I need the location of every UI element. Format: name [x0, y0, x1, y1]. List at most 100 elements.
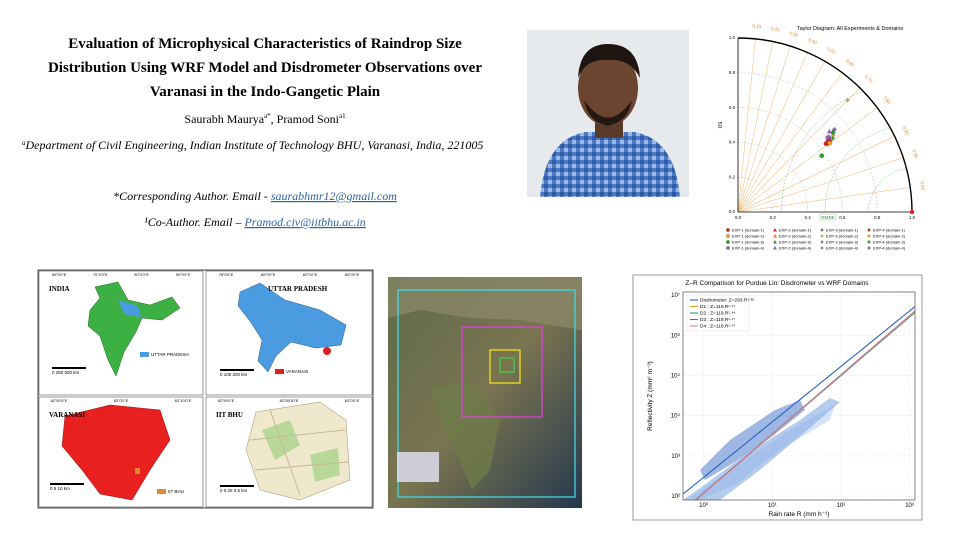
coord-label: 82°0'0"E	[303, 273, 318, 277]
map-label: VARANASI	[49, 411, 85, 419]
legend-label: D2 : Z=119.R¹·⁴⁶	[700, 311, 736, 317]
domain-legend-bg	[397, 452, 439, 482]
domain-box	[489, 349, 521, 384]
taylor-point	[845, 97, 851, 103]
y-tick-label: 10⁴	[671, 413, 681, 420]
author-sup: a*	[264, 112, 271, 120]
legend-swatch	[275, 369, 284, 374]
scale-label: 0 0.25 0.5 km	[220, 488, 248, 493]
domain-box	[461, 326, 543, 418]
legend-label: EXP-3 (domain-2)	[826, 234, 859, 239]
reference-point	[909, 209, 915, 215]
x-tick-label: 10¹	[768, 503, 777, 509]
beard	[584, 100, 632, 126]
legend-label: Disdrometer: Z=293.R¹·³⁸	[700, 298, 754, 304]
std-arc	[737, 72, 878, 213]
corr-tick-label: 0.70	[864, 74, 874, 84]
y-tick-label: 10⁷	[671, 292, 680, 299]
shirt	[540, 132, 680, 197]
email-link[interactable]: Pramod.civ@iitbhu.ac.in	[243, 215, 365, 229]
taylor-diagram: Taylor Diagram: All Experiments & Domain…	[718, 24, 926, 251]
campus-green	[262, 420, 340, 482]
email-link[interactable]: saurabhmr12@gmail.com	[271, 189, 397, 203]
domain-box	[397, 289, 576, 498]
iit-spot	[135, 468, 140, 474]
std-arc	[737, 142, 808, 213]
legend-label: EXP-1 (domain-4)	[732, 246, 765, 251]
rmse-label-bg	[819, 213, 837, 221]
zr-line	[695, 311, 915, 500]
legend-label: EXP-2 (domain-4)	[779, 246, 812, 251]
scatter-cloud	[683, 398, 840, 500]
legend-label: EXP-1 (domain-3)	[732, 240, 765, 245]
scale-bar	[220, 485, 254, 487]
x-tick-label: 0.6	[839, 215, 846, 220]
std-arc	[737, 107, 843, 213]
map-panels: INDIA 60°0'0"E 70°0'0"E 80°0'0"E 90°0'0"E UTT…	[37, 269, 374, 509]
hair	[578, 44, 640, 78]
x-tick-label: 0.8	[874, 215, 881, 220]
peninsula	[430, 380, 500, 490]
scale-bar	[50, 483, 84, 485]
y-tick-label: 0.2	[729, 174, 736, 179]
x-tick-label: 10³	[905, 503, 914, 509]
authors: Saurabh Mauryaa*, Pramod Sonia1	[184, 112, 346, 126]
affiliation: aDepartment of Civil Engineering, Indian…	[22, 138, 483, 152]
coord-label: 60°0'0"E	[52, 273, 67, 277]
zr-chart: Z–R Comparison for Purdue Lin: Disdromet…	[632, 274, 923, 521]
zr-title: Z–R Comparison for Purdue Lin: Disdromet…	[685, 280, 869, 287]
legend-label: EXP-4 (domain-1)	[873, 228, 906, 233]
contact: ¹Co-Author. Email – Pramod.civ@iitbhu.ac…	[144, 215, 366, 229]
legend-marker	[773, 234, 777, 238]
scatter-density	[700, 400, 805, 480]
corr-tick-label: 0.50	[826, 46, 837, 55]
domain-box	[499, 357, 515, 373]
legend-label: D4 : Z=116.R¹·⁴⁷	[700, 324, 736, 330]
x-tick-label: 10²	[837, 503, 846, 509]
corr-tick-label: 0.99	[920, 181, 926, 191]
coord-label: 83°0'0"E	[114, 399, 129, 403]
legend-marker	[867, 228, 871, 232]
legend-swatch	[157, 489, 166, 494]
coord-label: 90°0'0"E	[176, 273, 191, 277]
coord-label: 84°0'0"E	[345, 273, 360, 277]
up-highlight	[118, 300, 141, 317]
scale-label: 0 250 500 km	[52, 370, 80, 375]
y-tick-label: 10⁶	[671, 332, 681, 339]
scatter-density	[683, 398, 840, 500]
campus-roads	[249, 409, 349, 496]
taylor-axis-label: σs	[718, 122, 724, 129]
domain-map	[388, 277, 582, 508]
coord-label: 83°10'0"E	[175, 399, 192, 403]
legend-marker	[867, 234, 871, 238]
legend-label: EXP-3 (domain-3)	[826, 240, 859, 245]
y-tick-label: 0.0	[729, 209, 736, 214]
scale-label: 0 100 200 km	[220, 372, 248, 377]
varanasi-shape	[61, 404, 171, 501]
title-block: Evaluation of Microphysical Characterist…	[22, 36, 483, 229]
legend-marker	[726, 234, 730, 238]
coord-label: 83°0'0"E	[345, 399, 360, 403]
legend-marker	[773, 240, 777, 244]
legend-label: EXP-2 (domain-2)	[779, 234, 812, 239]
std-arc	[737, 37, 913, 213]
taylor-point	[827, 135, 833, 141]
coord-label: 82°59'30"E	[280, 399, 299, 403]
scale-label: 0 5 10 km	[50, 486, 70, 491]
legend-marker	[726, 228, 730, 232]
legend-marker	[820, 246, 824, 250]
corr-line	[737, 135, 895, 213]
legend-marker	[726, 246, 730, 250]
legend-marker	[867, 246, 871, 250]
plot-frame	[682, 291, 916, 501]
author-photo	[527, 30, 689, 197]
legend-label: EXP-4 (domain-3)	[873, 240, 906, 245]
corr-line	[737, 52, 808, 213]
legend-label: EXP-2 (domain-1)	[779, 228, 812, 233]
legend-marker	[820, 234, 824, 238]
author-sup: a1	[339, 112, 346, 120]
corr-line	[737, 107, 878, 213]
